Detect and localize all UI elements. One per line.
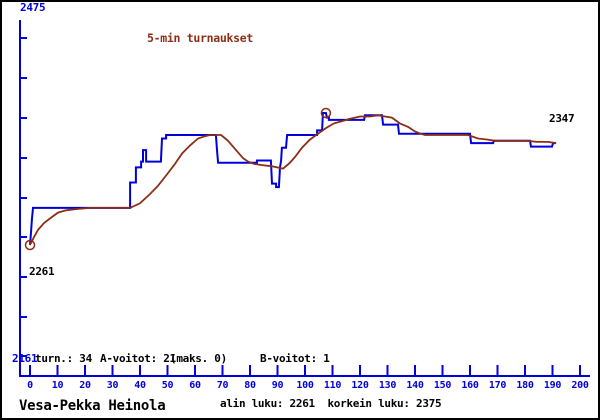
x-tick-label: 10: [51, 380, 64, 391]
x-tick-label: 110: [323, 380, 342, 391]
x-tick-label: 190: [543, 380, 562, 391]
brown-average-line: [29, 114, 557, 246]
x-tick-label: 120: [351, 380, 369, 391]
x-tick-label: 30: [106, 380, 119, 391]
x-tick-label: 60: [189, 380, 201, 391]
x-tick-label: 40: [134, 380, 146, 391]
stat-b-wins: B-voitot: 1: [260, 352, 330, 365]
x-tick-label: 80: [244, 380, 256, 391]
x-tick-label: 0: [27, 380, 33, 391]
min-marker-circle: [24, 239, 36, 251]
x-tick-label: 170: [488, 380, 507, 391]
x-tick-label: 90: [271, 380, 284, 391]
blue-rating-line: [29, 112, 557, 246]
stat-tournaments: turn.: 34: [35, 352, 92, 365]
stat-a-wins: A-voitot: 21: [100, 352, 176, 365]
max-marker-circle: [320, 107, 332, 119]
rating-range-text: alin luku: 2261 korkein luku: 2375: [220, 397, 442, 410]
x-tick-label: 180: [516, 380, 534, 391]
x-tick-label: 20: [79, 380, 91, 391]
x-tick-label: 140: [406, 380, 424, 391]
x-tick-label: 200: [571, 380, 589, 391]
final-rating-label: 2347: [549, 112, 575, 125]
y-axis-top-label: 2475: [20, 1, 46, 14]
stat-maks: (maks. 0): [170, 352, 227, 365]
player-name: Vesa-Pekka Heinola: [19, 398, 166, 414]
x-tick-label: 130: [378, 380, 397, 391]
x-tick-label: 50: [161, 380, 174, 391]
x-tick-label: 150: [433, 380, 452, 391]
y-axis-min-label: 2261: [29, 265, 55, 278]
chart-title: 5-min turnaukset: [147, 31, 253, 45]
y-axis-bottom-label: 2161: [12, 352, 38, 365]
x-tick-label: 100: [296, 380, 314, 391]
x-tick-label: 160: [461, 380, 479, 391]
x-tick-label: 70: [216, 380, 229, 391]
